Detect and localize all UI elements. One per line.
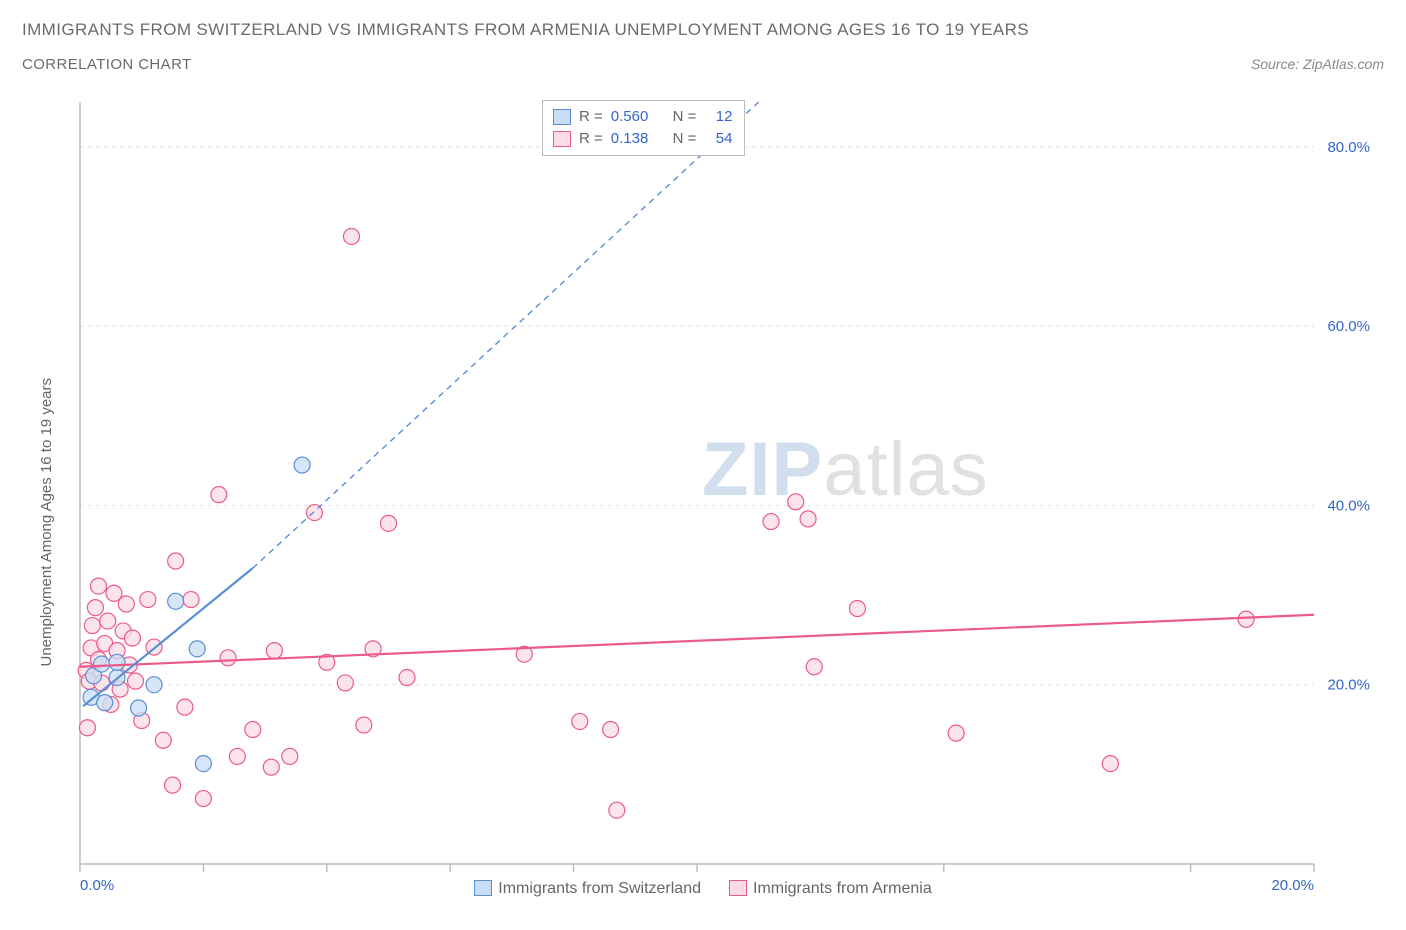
swatch-switzerland-icon	[553, 109, 571, 125]
legend-label-switzerland: Immigrants from Switzerland	[498, 880, 701, 897]
r-value-switzerland: 0.560	[611, 106, 649, 128]
n-value-switzerland: 12	[704, 106, 732, 128]
n-value-armenia: 54	[704, 128, 732, 150]
svg-text:40.0%: 40.0%	[1327, 497, 1370, 514]
source-label: Source:	[1251, 56, 1303, 72]
stats-row-switzerland: R = 0.560 N = 12	[553, 106, 732, 128]
r-label: R =	[579, 128, 603, 150]
legend-label-armenia: Immigrants from Armenia	[753, 880, 932, 897]
swatch-switzerland-icon	[474, 880, 492, 896]
chart-subtitle: CORRELATION CHART	[22, 56, 192, 73]
legend-item-armenia: Immigrants from Armenia	[729, 880, 932, 898]
source-name: ZipAtlas.com	[1303, 56, 1384, 72]
legend-item-switzerland: Immigrants from Switzerland	[474, 880, 701, 898]
swatch-armenia-icon	[553, 131, 571, 147]
chart-title: IMMIGRANTS FROM SWITZERLAND VS IMMIGRANT…	[22, 20, 1384, 40]
r-value-armenia: 0.138	[611, 128, 649, 150]
svg-text:20.0%: 20.0%	[1327, 677, 1370, 694]
r-label: R =	[579, 106, 603, 128]
svg-text:60.0%: 60.0%	[1327, 318, 1370, 335]
stats-legend: R = 0.560 N = 12 R = 0.138 N = 54	[542, 100, 745, 156]
swatch-armenia-icon	[729, 880, 747, 896]
y-axis-label: Unemployment Among Ages 16 to 19 years	[38, 378, 55, 667]
scatter-chart: 0.0%20.0%20.0%40.0%60.0%80.0%	[22, 96, 1384, 900]
chart-area: 0.0%20.0%20.0%40.0%60.0%80.0% Unemployme…	[22, 96, 1384, 900]
n-label: N =	[673, 106, 697, 128]
svg-text:80.0%: 80.0%	[1327, 139, 1370, 156]
stats-row-armenia: R = 0.138 N = 54	[553, 128, 732, 150]
source-citation: Source: ZipAtlas.com	[1251, 56, 1384, 72]
series-legend: Immigrants from Switzerland Immigrants f…	[22, 880, 1384, 898]
n-label: N =	[673, 128, 697, 150]
